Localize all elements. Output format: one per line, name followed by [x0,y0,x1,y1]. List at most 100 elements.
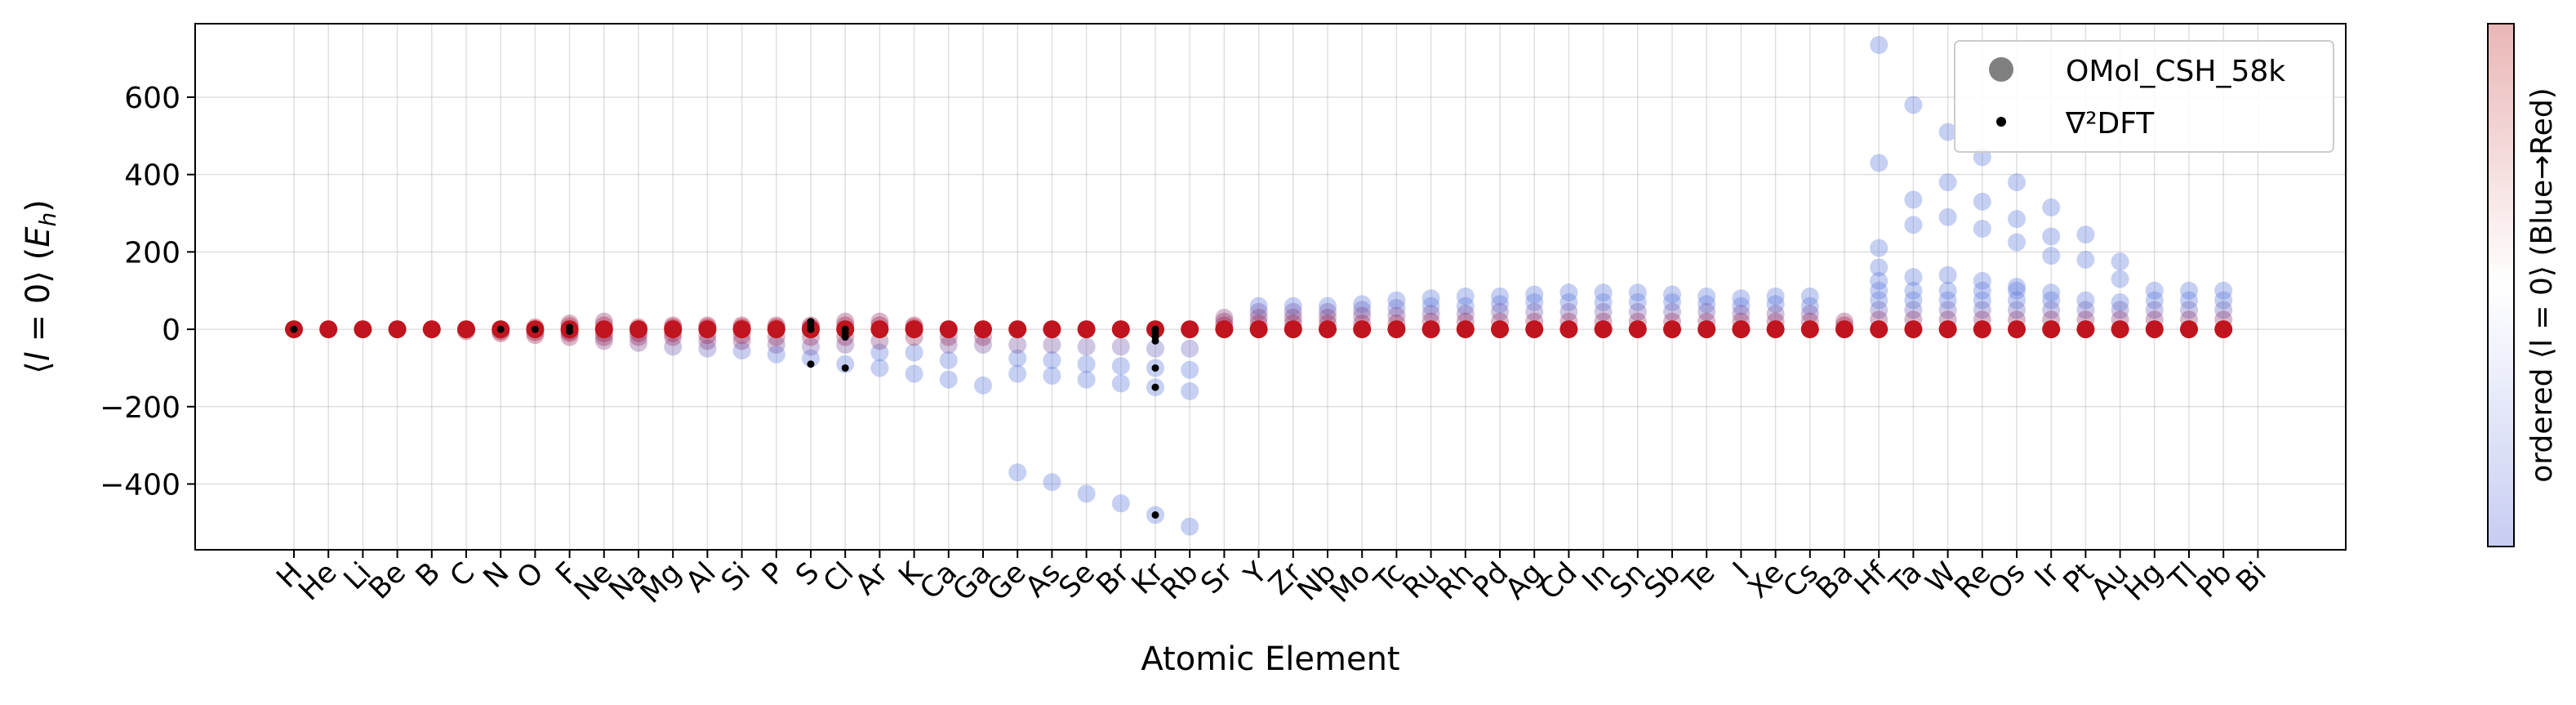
omol-point [1043,350,1061,369]
omol-point [2076,301,2095,319]
omol-point [1732,320,1751,339]
x-tick-label: Si [715,556,757,598]
omol-point [1077,484,1096,503]
omol-point [1663,302,1681,321]
omol-point [1043,366,1061,385]
omol-point [1146,339,1164,358]
colorbar-label: ordered ⟨l = 0⟩ (Blue→Red) [2525,87,2559,482]
omol-point [1181,320,1199,339]
omol-point [1421,297,1440,315]
x-tick-label: Be [363,556,412,605]
omol-point [974,376,992,395]
omol-point [1421,320,1440,339]
omol-point [1800,320,1819,339]
omol-point [1800,297,1819,315]
omol-point [1938,173,1957,192]
omol-point [2180,301,2198,319]
omol-point [1800,305,1819,323]
omol-point [870,343,889,362]
omol-point [2076,320,2095,339]
y-label-sub: h [34,212,61,227]
omol-point [1904,281,1923,300]
x-tick-label: Hg [2119,556,2170,608]
omol-point [1077,320,1096,339]
omol-point [802,337,820,356]
x-tick-label: Mo [1324,556,1377,609]
omol-point [1181,382,1199,400]
omol-point [2145,281,2164,300]
omol-point [1800,287,1819,306]
omol-point [767,336,785,355]
grid [195,24,2346,550]
dft-point [496,325,505,333]
omol-point [1904,301,1923,319]
x-tick-label: Cd [1533,556,1583,606]
x-tick-label: Bi [2231,556,2273,599]
omol-point [1181,517,1199,536]
omol-point [2214,281,2233,300]
y-label-l: l [20,352,57,361]
omol-point [1491,302,1509,321]
omol-point [1594,283,1613,302]
omol-point [1181,360,1199,379]
x-tick-label: Os [1982,556,2032,606]
omol-point [2076,291,2095,310]
omol-point [1353,320,1372,339]
omol-point [1077,370,1096,389]
x-tick-label: N [478,556,516,595]
omol-point [1973,281,1991,300]
omol-point [2042,227,2061,246]
omol-point [2111,301,2129,319]
omol-point [1870,154,1889,172]
omol-point [2008,301,2026,319]
omol-point [1249,302,1268,321]
omol-point [732,320,751,339]
omol-point [2042,291,2061,310]
omol-point [1973,219,1991,238]
omol-point [1938,207,1957,226]
omol-point [1491,295,1509,314]
omol-point [2042,198,2061,216]
dft-point [807,360,815,368]
omol-point [354,320,372,339]
omol-point [939,370,958,389]
x-tick-label: B [410,556,447,593]
omol-point [905,364,923,383]
y-tick-label: 200 [124,236,180,270]
omol-point [870,320,889,339]
omol-point [1008,349,1027,368]
omol-point [1387,306,1406,325]
omol-point [1904,216,1923,234]
omol-point [1491,287,1509,306]
dft-point [1151,364,1159,372]
omol-point [1938,320,1957,339]
omol-point [1008,364,1027,383]
omol-point [2111,292,2129,311]
y-axis-label: ⟨l = 0⟩ (Eh) [20,199,61,374]
omol-point [905,320,923,339]
x-tick-label: P [756,556,791,591]
omol-point [1766,287,1785,306]
omol-point [457,320,475,339]
omol-point [1904,190,1923,209]
x-tick-label: O [511,556,550,596]
omol-point [1387,291,1406,310]
omol-point [1559,292,1578,311]
omol-point [2008,210,2026,229]
omol-point [1387,320,1406,339]
omol-point [1870,281,1889,300]
x-tick-label: Mg [634,556,687,609]
omol-point [698,339,717,358]
dft-point [841,364,849,372]
omol-point [939,336,958,355]
omol-point [1835,320,1853,339]
omol-point [1628,320,1647,339]
omol-point [1111,320,1130,339]
y-tick-label: 0 [162,314,180,347]
omol-point [1284,320,1302,339]
omol-point [1215,320,1234,339]
omol-point [1525,285,1544,304]
omol-point [1353,301,1372,319]
omol-point [1938,265,1957,284]
dft-points [290,318,1159,519]
